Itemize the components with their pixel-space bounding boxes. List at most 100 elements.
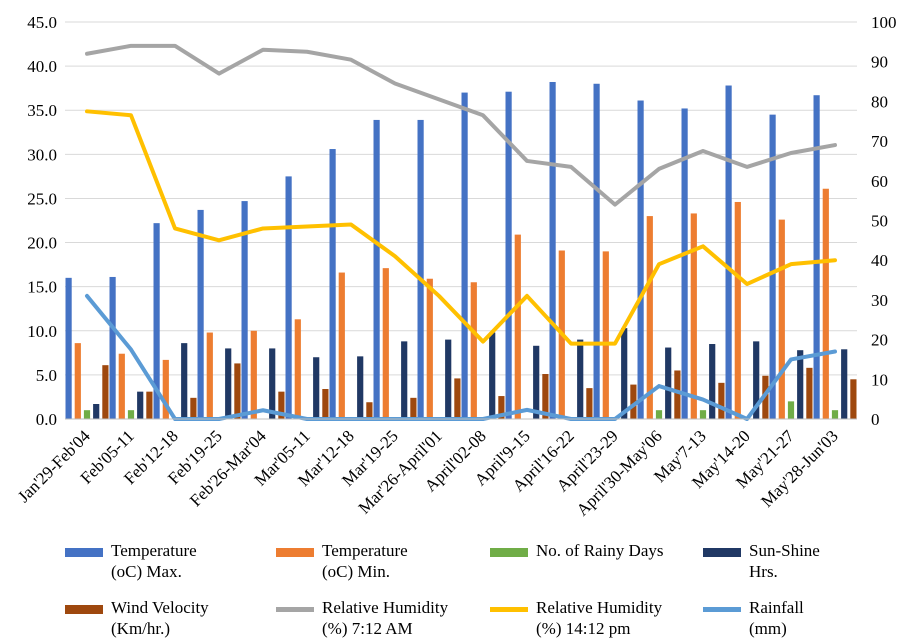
bar-4 [753,341,760,419]
bar-1 [637,100,644,420]
bar-4 [797,350,804,419]
bar-1 [109,276,116,419]
legend-item-rh-am: Relative Humidity (%) 7:12 AM [276,597,448,639]
bar-1 [593,83,600,419]
bar-4 [225,348,232,419]
bar-3 [127,410,135,419]
right-axis-tick-label: 100 [871,13,897,32]
bar-1 [65,277,72,419]
legend-item-rh-pm: Relative Humidity (%) 14:12 pm [490,597,662,639]
bar-5 [806,367,813,419]
bar-2 [426,278,433,419]
legend-item-sunshine: Sun-Shine Hrs. [703,540,820,582]
bar-1 [417,119,424,420]
legend-swatch [276,548,314,557]
bar-3 [831,410,839,419]
left-axis-tick-label: 25.0 [27,189,57,208]
bar-5 [850,379,857,419]
bar-5 [718,382,725,419]
left-axis-tick-label: 15.0 [27,278,57,297]
bar-5 [630,384,637,419]
line-series-2 [85,109,837,346]
bar-2 [162,359,169,419]
legend-swatch [490,607,528,612]
legend-item-wind: Wind Velocity (Km/hr.) [65,597,209,639]
legend: Temperature (oC) Max. Temperature (oC) Mi… [0,530,902,643]
bar-5 [674,370,681,419]
legend-swatch [276,607,314,612]
legend-swatch [490,548,528,557]
x-axis-tick-label: May'28-Jun'03 [757,426,842,511]
bar-1 [725,85,732,420]
line-series-1 [85,43,837,207]
bar-4 [401,341,408,419]
bar-2 [646,216,653,419]
bar-5 [146,391,153,419]
right-axis-tick-label: 0 [871,410,880,429]
bar-4 [665,347,672,419]
bar-1 [505,91,512,419]
legend-swatch [65,605,103,614]
bar-5 [454,378,461,419]
bar-1 [769,114,776,419]
chart-canvas: 0.0 5.0 10.0 15.0 20.0 25.0 30.0 35.0 40.0 45.0 0 1… [14,13,897,520]
bar-5 [102,365,109,419]
bar-4 [841,349,848,419]
legend-item-rainy-days: No. of Rainy Days [490,540,663,561]
right-axis-tick-label: 90 [871,53,888,72]
right-axis-tick-label: 70 [871,132,888,151]
bar-5 [410,397,417,419]
bar-4 [621,328,628,419]
bar-4 [445,339,452,419]
bar-3 [655,410,663,419]
bar-5 [586,388,593,419]
bar-1 [813,95,820,419]
bar-2 [206,332,213,419]
right-axis-tick-label: 30 [871,291,888,310]
right-axis-tick-label: 80 [871,92,888,111]
bar-2 [382,268,389,419]
right-axis-tick-label: 20 [871,331,888,350]
bar-5 [190,397,197,419]
bar-1 [549,81,556,420]
bar-2 [602,251,609,419]
bar-4 [93,404,100,419]
left-axis-tick-label: 45.0 [27,13,57,32]
left-axis-tick-label: 40.0 [27,57,57,76]
bar-2 [778,219,785,419]
bar-2 [822,188,829,419]
bar-1 [373,119,380,420]
legend-item-rainfall: Rainfall (mm) [703,597,804,639]
bar-2 [118,353,125,419]
bar-4 [533,345,540,419]
bar-5 [278,391,285,419]
bar-1 [461,92,468,419]
right-axis-tick-label: 40 [871,251,888,270]
bar-5 [498,396,505,419]
legend-item-temp-max: Temperature (oC) Max. [65,540,197,582]
axes-group: 0.0 5.0 10.0 15.0 20.0 25.0 30.0 35.0 40.0 45.0 0 1… [14,13,897,520]
right-axis-tick-label: 10 [871,370,888,389]
legend-label: Wind Velocity (Km/hr.) [111,598,209,638]
left-axis-tick-label: 0.0 [36,410,57,429]
bar-1 [681,108,688,420]
legend-label: Relative Humidity (%) 7:12 AM [322,598,449,638]
bar-3 [83,410,91,419]
left-axis-tick-label: 35.0 [27,101,57,120]
bar-2 [74,343,81,419]
bar-4 [269,348,276,419]
bar-5 [542,374,549,419]
bar-5 [234,363,241,419]
bar-1 [241,201,248,419]
bar-series-group [65,81,857,420]
legend-swatch [703,548,741,557]
bar-5 [322,389,329,419]
legend-label: Rainfall (mm) [749,598,804,638]
bar-4 [357,356,364,419]
legend-label: Sun-Shine Hrs. [749,541,820,581]
bar-4 [181,343,188,419]
legend-item-temp-min: Temperature (oC) Min. [276,540,408,582]
bar-1 [285,176,292,419]
bar-4 [313,357,320,419]
bar-4 [709,344,716,419]
